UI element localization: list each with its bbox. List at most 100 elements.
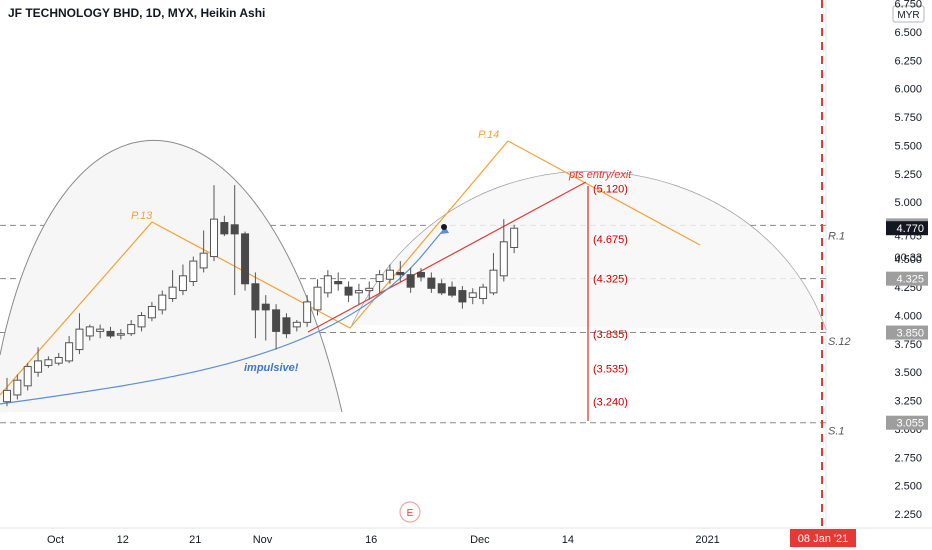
target-label: (4.325) <box>593 274 628 286</box>
y-tick-label: 6.750 <box>894 0 922 11</box>
x-tick-label: 16 <box>365 534 377 546</box>
candle-body <box>189 260 198 283</box>
candle-14 <box>147 301 156 322</box>
candle-48 <box>499 219 508 282</box>
left-arc <box>0 140 343 413</box>
candle-30 <box>313 279 322 316</box>
y-tick-label: 4.000 <box>894 311 922 323</box>
candle-47 <box>489 253 498 296</box>
candle-2 <box>23 363 32 391</box>
candle-body <box>147 305 156 319</box>
candle-body <box>427 277 436 289</box>
y-tick-label: 3.500 <box>894 367 922 379</box>
candle-body <box>116 333 125 336</box>
candle-body <box>13 379 22 396</box>
candle-10 <box>106 326 115 339</box>
price-label-2: 4.325 <box>886 271 928 286</box>
impulsive-label: impulsive! <box>244 362 299 374</box>
price-label-text: 3.850 <box>896 328 924 340</box>
candle-body <box>499 241 508 277</box>
candle-0 <box>3 377 11 407</box>
candle-body <box>178 275 187 292</box>
y-tick-label: 3.750 <box>894 339 922 351</box>
candle-26 <box>272 304 281 350</box>
x-axis[interactable]: Oct 12 21 Nov 16 Dec 14 2021 <box>47 534 720 546</box>
candle-body <box>230 224 239 235</box>
candle-37 <box>385 264 394 284</box>
candle-33 <box>344 281 353 302</box>
candle-body <box>375 274 384 283</box>
x-tick-label: 14 <box>562 534 574 546</box>
candle-28 <box>292 320 301 332</box>
candle-body <box>54 356 63 364</box>
candle-1 <box>13 374 22 400</box>
currency-label: MYR <box>897 10 919 21</box>
left-arc-fill <box>0 140 342 412</box>
y-tick-label: 5.000 <box>894 197 922 209</box>
price-label-text: 4.325 <box>896 274 924 286</box>
candle-body <box>303 301 312 323</box>
candle-body <box>385 269 394 280</box>
x-tick-label: Nov <box>253 534 273 546</box>
level-tag: R.1 <box>828 231 845 243</box>
candle-body <box>65 342 74 362</box>
candle-body <box>3 389 11 403</box>
level-tag: S.12 <box>828 336 851 348</box>
candle-body <box>313 286 322 311</box>
target-label: (3.535) <box>593 363 628 375</box>
candle-39 <box>406 267 415 293</box>
x-tick-label: 21 <box>189 534 201 546</box>
target-label: (5.120) <box>593 184 628 196</box>
candle-12 <box>127 320 136 336</box>
candle-45 <box>468 288 477 305</box>
candle-body <box>354 290 363 294</box>
candle-body <box>323 275 332 294</box>
y-tick-label: 4.500 <box>894 254 922 266</box>
candle-36 <box>375 270 384 293</box>
price-label-box <box>886 221 928 236</box>
candle-body <box>468 292 477 298</box>
candle-23 <box>241 231 250 291</box>
candle-25 <box>261 295 270 341</box>
price-label-box <box>886 271 928 286</box>
candle-body <box>210 218 218 258</box>
candle-body <box>292 321 301 328</box>
candle-15 <box>158 290 167 315</box>
candle-body <box>251 283 260 311</box>
candle-body <box>458 290 467 303</box>
blue-arrowhead <box>440 226 449 234</box>
y-tick-label: 5.500 <box>894 140 922 152</box>
candle-body <box>220 222 229 235</box>
candle-body <box>199 252 208 269</box>
candle-body <box>241 233 250 285</box>
y-tick-label: 6.500 <box>894 27 922 39</box>
candle-42 <box>437 279 446 296</box>
y-axis[interactable]: 2.2502.5002.7503.0003.2503.5003.7504.000… <box>894 0 922 521</box>
candle-body <box>479 286 488 300</box>
countdown-label: 00:33 <box>894 252 922 264</box>
candle-40 <box>417 267 425 282</box>
y-tick-label: 5.250 <box>894 169 922 181</box>
candle-body <box>75 328 84 351</box>
candle-body <box>23 366 32 387</box>
x-tick-label: 12 <box>117 534 129 546</box>
candle-11 <box>116 329 125 340</box>
earnings-marker[interactable] <box>399 501 421 523</box>
candle-43 <box>448 281 457 298</box>
x-tick-label: Oct <box>47 534 64 546</box>
candle-27 <box>282 313 291 339</box>
y-tick-label: 3.250 <box>894 396 922 408</box>
candle-9 <box>96 324 105 339</box>
candle-body <box>406 274 415 288</box>
candle-body <box>137 315 146 328</box>
candle-body <box>396 271 405 276</box>
candle-38 <box>396 261 405 282</box>
currency-badge[interactable] <box>892 5 925 23</box>
target-label: (3.835) <box>593 329 628 341</box>
candle-41 <box>427 272 436 293</box>
candle-46 <box>479 283 488 305</box>
candle-18 <box>189 256 198 287</box>
candle-32 <box>334 272 343 291</box>
